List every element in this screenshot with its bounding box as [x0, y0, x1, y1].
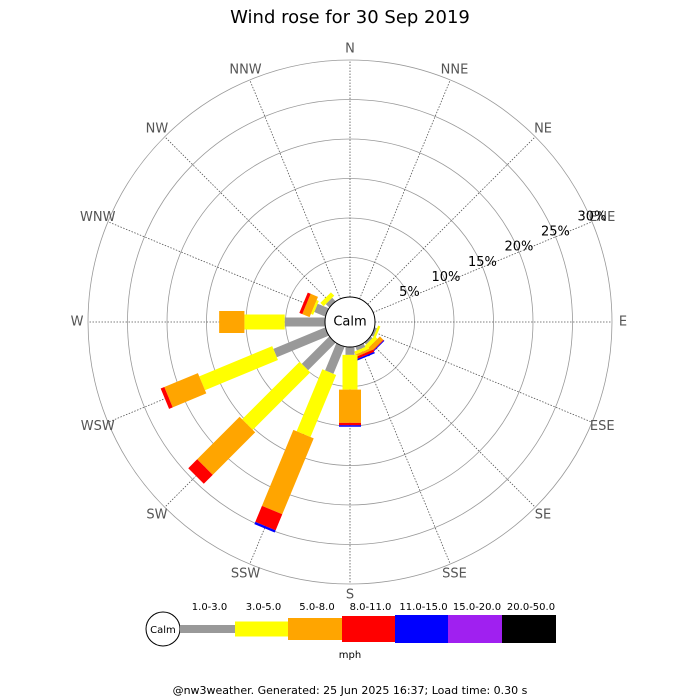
legend-calm-label: Calm: [150, 625, 176, 636]
bar-segment: [254, 521, 276, 533]
bar-segment: [219, 311, 245, 333]
ring-label: 25%: [541, 225, 570, 240]
calm-circle: [324, 296, 376, 348]
direction-label: E: [619, 315, 627, 330]
legend-label: 8.0-11.0: [350, 602, 392, 613]
legend-label: 20.0-50.0: [507, 602, 555, 613]
bar-segment: [160, 387, 173, 409]
bar-segment: [261, 429, 314, 515]
bar-segment: [188, 459, 213, 484]
legend-swatch: [288, 618, 342, 640]
grid-ring: [87, 59, 613, 585]
legend-swatch: [342, 616, 395, 642]
bar-segment: [339, 425, 361, 427]
bar-segment: [320, 292, 335, 307]
spoke: [367, 136, 536, 305]
legend-label: 15.0-20.0: [453, 602, 501, 613]
bar-segment: [164, 373, 207, 408]
bar-segment: [325, 297, 336, 308]
bar-segment: [255, 505, 283, 531]
bar-segment: [197, 416, 256, 475]
direction-label: S: [346, 588, 354, 603]
bar-segment: [325, 343, 345, 374]
bar-segment: [302, 293, 318, 318]
grid-ring: [166, 138, 534, 506]
legend-label: 1.0-3.0: [192, 602, 227, 613]
spoke: [164, 136, 333, 305]
legend-swatch: [235, 621, 288, 637]
direction-label: NE: [534, 121, 552, 136]
bar-segment: [244, 314, 285, 330]
direction-label: WNW: [80, 210, 116, 225]
bar-segment: [355, 343, 366, 351]
bar-segment: [364, 336, 378, 350]
footer: @nw3weather. Generated: 25 Jun 2025 16:3…: [173, 684, 528, 697]
legend-swatch: [180, 625, 235, 633]
spoke: [359, 344, 451, 565]
direction-label: SSE: [442, 567, 467, 582]
direction-label: SW: [146, 508, 167, 523]
direction-label: N: [345, 42, 355, 57]
bar-segment: [199, 346, 278, 391]
direction-label: ESE: [590, 419, 615, 434]
legend-label: 3.0-5.0: [246, 602, 281, 613]
bar-segment: [353, 349, 375, 361]
bar-segment: [273, 327, 329, 358]
bar-segment: [371, 327, 378, 337]
direction-label: ENE: [589, 210, 615, 225]
spoke: [367, 339, 536, 508]
ring-label: 10%: [431, 270, 460, 285]
legend-swatch: [395, 615, 448, 643]
ring-label: 15%: [468, 255, 497, 270]
ring-label: 20%: [504, 240, 533, 255]
spoke: [372, 331, 593, 423]
grid-ring: [127, 99, 573, 545]
unit-label: mph: [339, 650, 361, 661]
bar-segment: [296, 369, 337, 438]
bar-segment: [301, 336, 336, 371]
direction-label: W: [71, 315, 84, 330]
legend-label: 11.0-15.0: [399, 602, 447, 613]
bar-segment: [284, 317, 325, 327]
ring-label: 30%: [577, 209, 606, 224]
bar-segment: [299, 292, 311, 315]
ring-label: 5%: [399, 285, 420, 300]
chart-title: Wind rose for 30 Sep 2019: [230, 7, 470, 28]
bar-segment: [364, 336, 373, 345]
bar-segment: [342, 354, 358, 390]
direction-label: NW: [146, 121, 169, 136]
bar-segment: [345, 347, 355, 355]
direction-label: SSW: [231, 567, 261, 582]
bar-segment: [339, 422, 361, 426]
direction-label: SE: [535, 508, 551, 523]
calm-label: Calm: [333, 315, 366, 330]
legend-swatch: [448, 615, 502, 643]
legend-swatch: [502, 615, 556, 643]
spoke: [249, 79, 341, 300]
direction-label: NNE: [441, 62, 469, 77]
spoke: [107, 221, 328, 313]
direction-label: WSW: [81, 419, 115, 434]
bar-segment: [339, 389, 361, 423]
spoke: [359, 79, 451, 300]
spoke: [372, 221, 593, 313]
legend-label: 5.0-8.0: [299, 602, 334, 613]
bar-segment: [314, 303, 329, 317]
direction-label: NNW: [229, 62, 261, 77]
bar-segment: [354, 345, 370, 355]
bar-segment: [242, 361, 311, 430]
bar-segment: [310, 300, 319, 315]
bar-segment: [353, 351, 375, 362]
